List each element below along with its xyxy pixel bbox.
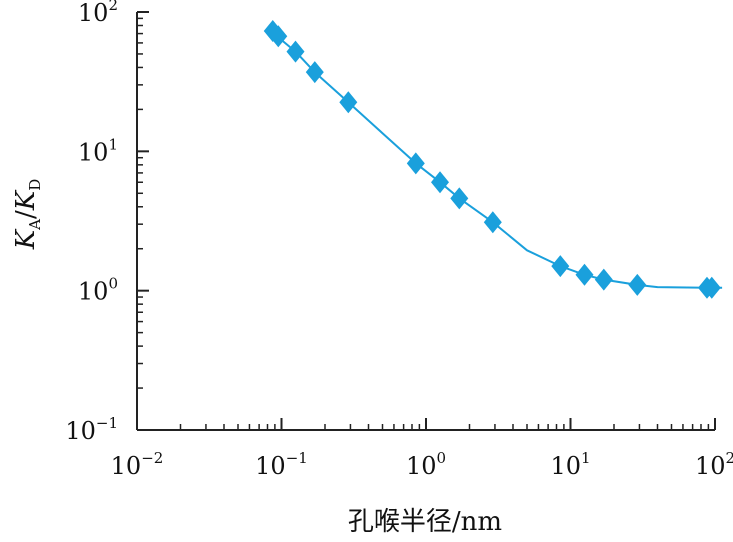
x-tick-base: 10	[406, 452, 437, 480]
x-tick-base: 10	[550, 452, 581, 480]
x-tick-label: 10−1	[255, 449, 308, 480]
x-tick-base: 10	[255, 452, 286, 480]
y-tick-label: 10−1	[65, 414, 118, 445]
x-tick-base: 10	[695, 452, 726, 480]
data-point-marker	[450, 187, 469, 210]
y-axis-title-sub-a: A	[26, 219, 44, 231]
x-tick-label: 100	[406, 449, 446, 480]
y-tick-exponent: 2	[108, 0, 118, 14]
y-axis-title: KA/KD	[11, 179, 44, 251]
x-tick-exponent: −1	[286, 449, 308, 467]
data-point-marker	[286, 40, 305, 63]
data-point-marker	[305, 61, 324, 84]
y-axis-title-k1: K	[11, 228, 41, 250]
x-axis-ticks: 10−2 10−1 100 101 102	[111, 418, 733, 480]
x-axis-title: 孔喉半径/nm	[348, 507, 502, 537]
x-tick-exponent: −2	[141, 449, 163, 467]
x-tick-exponent: 1	[581, 449, 591, 467]
data-point-marker	[551, 255, 570, 278]
data-point-marker	[575, 263, 594, 286]
y-tick-base: 10	[65, 417, 96, 445]
y-tick-base: 10	[78, 278, 109, 306]
fit-curve	[268, 29, 723, 289]
y-tick-base: 10	[78, 0, 109, 27]
y-axis-title-k2: K	[11, 189, 41, 211]
data-point-marker	[628, 273, 647, 296]
data-point-marker	[594, 268, 613, 291]
data-point-marker	[269, 25, 288, 48]
x-tick-label: 10−2	[111, 449, 164, 480]
x-tick-label: 101	[550, 449, 590, 480]
x-tick-exponent: 2	[726, 449, 733, 467]
y-tick-base: 10	[78, 138, 109, 166]
data-point-marker	[702, 276, 721, 299]
data-markers	[263, 20, 721, 299]
x-tick-base: 10	[111, 452, 142, 480]
x-tick-exponent: 0	[437, 449, 447, 467]
axes	[136, 12, 715, 431]
data-point-marker	[339, 91, 358, 114]
data-point-marker	[406, 152, 425, 175]
y-tick-label: 102	[78, 0, 118, 27]
y-tick-exponent: 0	[108, 275, 118, 293]
fit-curve-layer	[268, 29, 723, 289]
y-axis-title-sub-d: D	[26, 179, 44, 191]
data-point-marker	[483, 211, 502, 234]
y-tick-label: 100	[78, 275, 118, 306]
x-tick-label: 102	[695, 449, 733, 480]
y-tick-label: 101	[78, 135, 118, 166]
y-tick-exponent: −1	[96, 414, 118, 432]
y-tick-exponent: 1	[108, 135, 118, 153]
data-point-marker	[431, 171, 450, 194]
y-axis-title-slash: /	[11, 210, 41, 219]
